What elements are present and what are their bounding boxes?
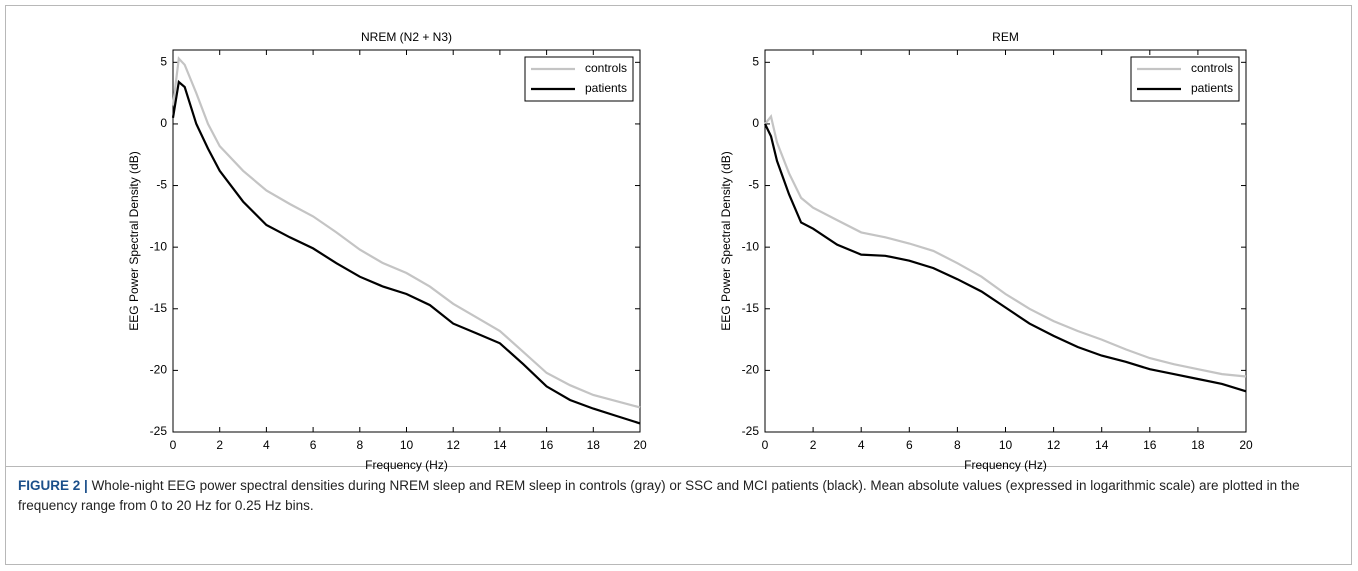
x-tick-label: 2	[810, 438, 817, 452]
y-tick-label: -5	[748, 178, 759, 192]
legend-label: patients	[585, 81, 627, 95]
caption: FIGURE 2 | Whole-night EEG power spectra…	[18, 476, 1338, 516]
x-tick-label: 8	[356, 438, 363, 452]
x-tick-label: 10	[999, 438, 1013, 452]
x-tick-label: 16	[540, 438, 554, 452]
y-tick-label: -5	[156, 178, 167, 192]
x-tick-label: 6	[906, 438, 913, 452]
y-tick-label: -20	[150, 363, 168, 377]
y-tick-label: -20	[742, 363, 760, 377]
y-axis-label: EEG Power Spectral Density (dB)	[127, 151, 141, 330]
chart-title: REM	[992, 30, 1019, 44]
x-tick-label: 2	[216, 438, 223, 452]
series-line	[764, 114, 1247, 378]
x-tick-label: 20	[633, 438, 647, 452]
y-tick-label: 5	[160, 54, 167, 68]
plot-area	[172, 49, 641, 433]
x-tick-label: 10	[400, 438, 414, 452]
y-tick-label: -25	[150, 424, 168, 438]
caption-text: Whole-night EEG power spectral densities…	[18, 478, 1300, 513]
x-tick-label: 14	[493, 438, 507, 452]
x-tick-label: 0	[762, 438, 769, 452]
x-tick-label: 18	[1191, 438, 1205, 452]
x-tick-label: 4	[263, 438, 270, 452]
x-tick-label: 12	[1047, 438, 1061, 452]
legend-box	[1130, 56, 1240, 102]
caption-label: FIGURE 2 |	[18, 478, 88, 493]
x-tick-label: 20	[1239, 438, 1253, 452]
x-tick-label: 14	[1095, 438, 1109, 452]
y-tick-label: -15	[742, 301, 760, 315]
y-tick-label: 5	[752, 54, 759, 68]
y-tick-label: -15	[150, 301, 168, 315]
series-line	[171, 56, 641, 409]
figure-frame	[5, 5, 1352, 565]
x-tick-label: 8	[954, 438, 961, 452]
series-line	[171, 79, 641, 425]
x-tick-label: 4	[858, 438, 865, 452]
x-tick-label: 6	[310, 438, 317, 452]
y-tick-label: 0	[160, 116, 167, 130]
y-axis-label: EEG Power Spectral Density (dB)	[719, 151, 733, 330]
legend-box	[524, 56, 634, 102]
x-axis-label: Frequency (Hz)	[365, 458, 448, 472]
y-tick-label: -10	[150, 239, 168, 253]
y-tick-label: -25	[742, 424, 760, 438]
y-tick-label: 0	[752, 116, 759, 130]
legend-label: controls	[1191, 61, 1233, 75]
y-tick-label: -10	[742, 239, 760, 253]
series-line	[764, 123, 1247, 393]
x-tick-label: 12	[447, 438, 461, 452]
x-tick-label: 16	[1143, 438, 1157, 452]
x-tick-label: 18	[587, 438, 601, 452]
x-axis-label: Frequency (Hz)	[964, 458, 1047, 472]
chart-title: NREM (N2 + N3)	[361, 30, 452, 44]
legend-label: patients	[1191, 81, 1233, 95]
plot-area	[764, 49, 1247, 433]
x-tick-label: 0	[170, 438, 177, 452]
legend-label: controls	[585, 61, 627, 75]
